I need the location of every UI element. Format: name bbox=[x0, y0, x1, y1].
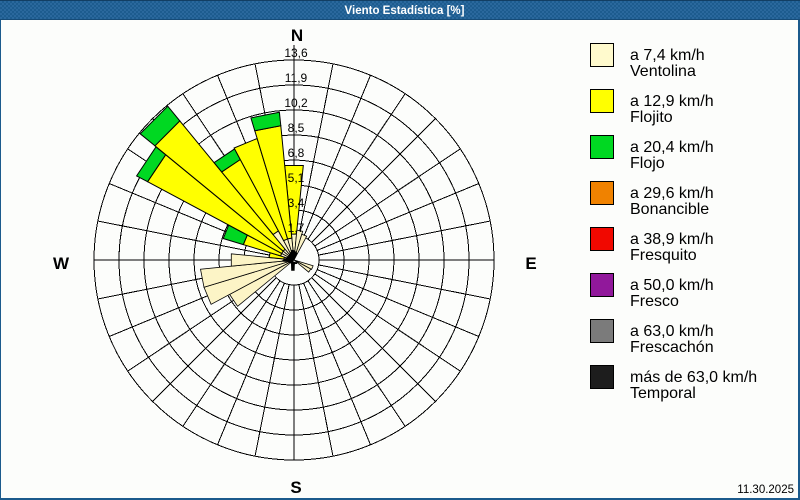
svg-text:E: E bbox=[525, 254, 536, 273]
svg-text:N: N bbox=[291, 26, 303, 45]
svg-text:3,4: 3,4 bbox=[288, 196, 305, 210]
svg-text:5,1: 5,1 bbox=[288, 171, 305, 185]
svg-text:8,5: 8,5 bbox=[288, 121, 305, 135]
svg-text:S: S bbox=[290, 478, 301, 497]
svg-text:11,9: 11,9 bbox=[285, 71, 308, 85]
svg-text:6,8: 6,8 bbox=[288, 146, 305, 160]
svg-text:13,6: 13,6 bbox=[284, 46, 308, 60]
svg-text:1,7: 1,7 bbox=[288, 221, 305, 235]
svg-text:10,2: 10,2 bbox=[284, 96, 308, 110]
svg-text:W: W bbox=[53, 254, 70, 273]
